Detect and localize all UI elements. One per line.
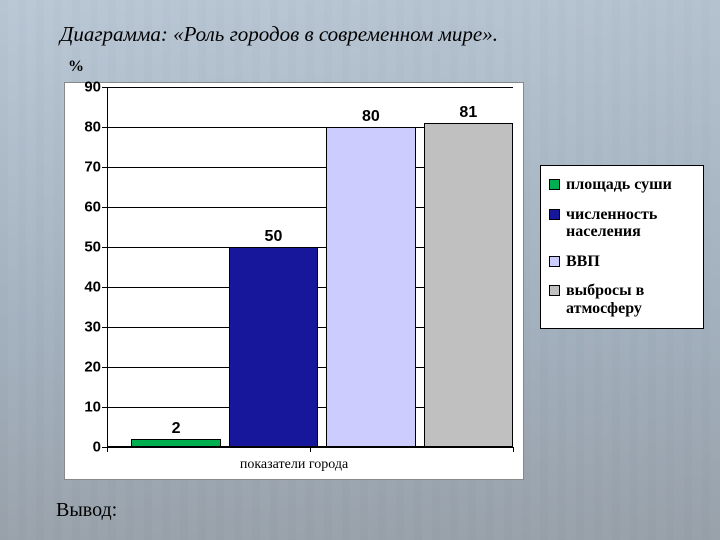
y-tick-label: 30 (84, 319, 107, 336)
y-tick-label: 0 (93, 439, 107, 456)
bar-chart: 0102030405060708090 2508081 показатели г… (64, 82, 524, 480)
bar: 50 (229, 247, 318, 447)
y-axis-label: % (68, 58, 84, 76)
y-tick-label: 20 (84, 359, 107, 376)
legend: площадь суши численность населения ВВП выбр… (540, 165, 704, 329)
bar-value-label: 81 (459, 104, 477, 124)
legend-swatch (549, 209, 560, 220)
y-tick-label: 70 (84, 158, 107, 175)
conclusion-label: Вывод: (56, 499, 117, 522)
bar: 80 (326, 127, 415, 447)
bar: 81 (424, 123, 513, 447)
y-tick-label: 10 (84, 398, 107, 415)
y-tick-label: 80 (84, 118, 107, 135)
legend-label: ВВП (566, 253, 600, 271)
y-tick-label: 40 (84, 279, 107, 296)
legend-label: численность населения (566, 206, 695, 241)
bar: 2 (131, 439, 220, 447)
legend-swatch (549, 179, 560, 190)
plot-area: 0102030405060708090 2508081 (107, 87, 513, 447)
legend-swatch (549, 285, 560, 296)
legend-item: выбросы в атмосферу (549, 282, 695, 317)
legend-label: выбросы в атмосферу (566, 282, 695, 317)
bars-container: 2508081 (107, 87, 513, 447)
y-tick-label: 50 (84, 238, 107, 255)
x-tick-mark (513, 447, 514, 452)
bar-value-label: 2 (172, 420, 181, 440)
legend-item: численность населения (549, 206, 695, 241)
x-axis-label: показатели города (240, 457, 348, 473)
y-tick-label: 60 (84, 199, 107, 216)
legend-swatch (549, 256, 560, 267)
x-tick-mark (310, 447, 311, 452)
bar-value-label: 50 (265, 228, 283, 248)
legend-item: площадь суши (549, 176, 695, 194)
y-tick-label: 90 (84, 79, 107, 96)
x-tick-mark (107, 447, 108, 452)
legend-item: ВВП (549, 253, 695, 271)
legend-label: площадь суши (566, 176, 672, 194)
chart-title: Диаграмма: «Роль городов в современном м… (60, 22, 498, 47)
bar-value-label: 80 (362, 108, 380, 128)
